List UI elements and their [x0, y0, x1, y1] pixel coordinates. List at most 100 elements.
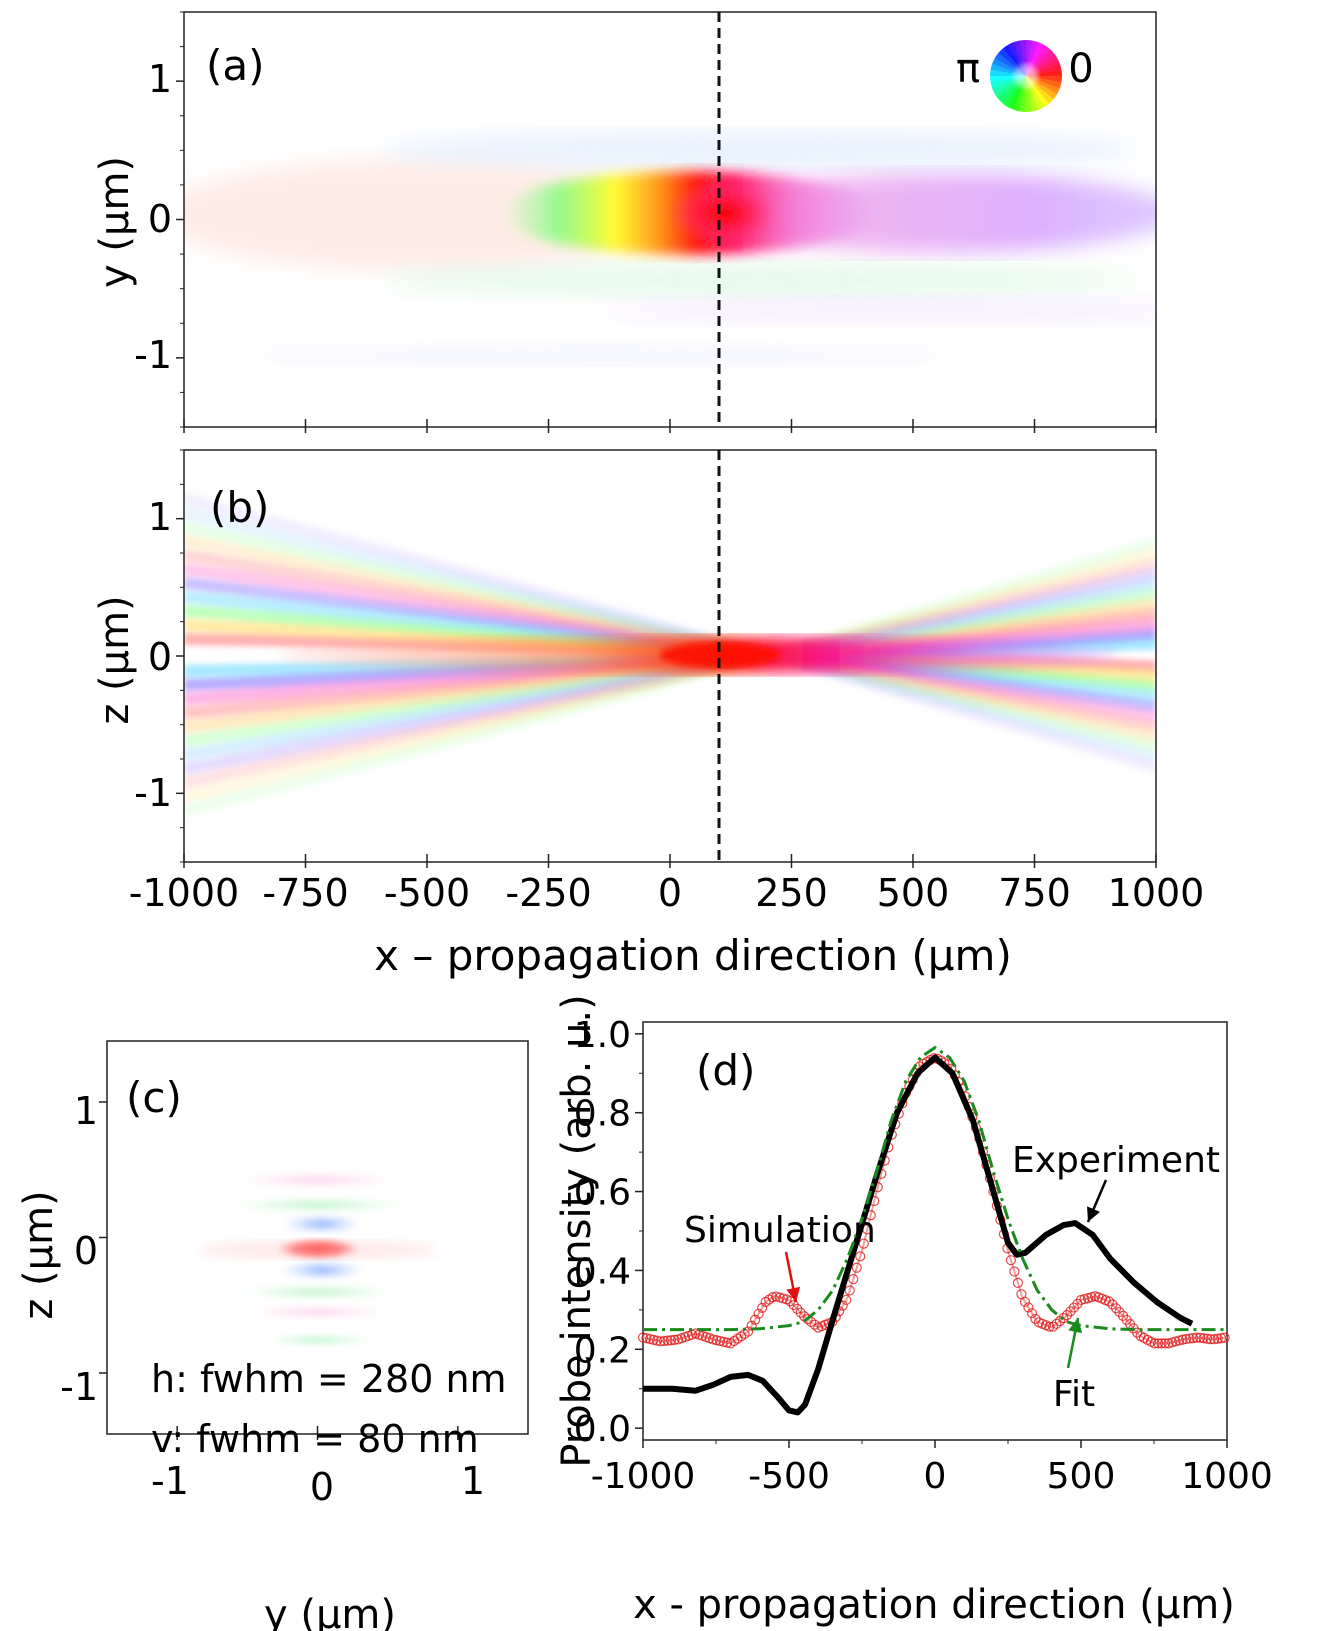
series-simulation-marker: [1030, 1313, 1041, 1324]
series-simulation-marker: [767, 1292, 778, 1303]
panel-b: (b) 1 0 -1 z (μm) -1000 -750 -500 -250 0 250 5…: [92, 449, 1205, 980]
panel-c-ytick-0: 0: [74, 1229, 98, 1273]
panel-b-xlabel: x – propagation direction (μm): [374, 931, 1012, 980]
series-simulation-marker: [1023, 1302, 1034, 1313]
series-simulation-marker: [1212, 1333, 1223, 1344]
series-simulation-marker: [788, 1299, 799, 1311]
series-simulation-marker: [1068, 1302, 1080, 1313]
series-simulation-marker: [658, 1335, 670, 1347]
panel-b-ytick-0: 0: [148, 635, 172, 679]
panel-a-ytick-0: 0: [148, 197, 172, 241]
series-simulation-marker: [1131, 1327, 1143, 1338]
series-simulation-marker: [1044, 1321, 1055, 1332]
panel-d-ytick-label: 0.4: [574, 1251, 631, 1292]
panel-b-fringe: [184, 536, 1156, 817]
panel-d-xtick-label: 0: [924, 1456, 947, 1497]
series-simulation-marker: [1216, 1333, 1227, 1344]
panel-d-xlabel: x - propagation direction (μm): [633, 1582, 1235, 1628]
panel-b-xtick-label: 500: [877, 871, 950, 915]
panel-d-xtick-label: 1000: [1181, 1456, 1273, 1497]
series-simulation-marker: [648, 1334, 659, 1345]
panel-c-ytick-1: 1: [74, 1089, 98, 1133]
series-simulation-marker: [1019, 1296, 1031, 1307]
series-simulation-marker: [1072, 1298, 1083, 1309]
series-simulation-marker: [1177, 1334, 1188, 1345]
series-simulation-marker: [1149, 1338, 1160, 1349]
annotation-experiment-arrow-head: [1087, 1206, 1100, 1222]
phase-color-wheel: [990, 39, 1062, 112]
panel-b-label: (b): [210, 483, 269, 532]
panel-d-xtick-label: -500: [748, 1456, 830, 1497]
panel-c-ytick-m1: -1: [60, 1365, 98, 1409]
series-simulation-marker: [1156, 1338, 1167, 1349]
panel-d-ticks: [635, 1033, 1228, 1448]
panel-d-ytick-label: 1.0: [574, 1015, 631, 1056]
panel-b-xtick-label: 1000: [1108, 871, 1205, 915]
panel-b-xtick-labels: -1000 -750 -500 -250 0 250 500 750 1000: [129, 871, 1205, 915]
series-simulation-marker: [714, 1335, 726, 1347]
series-simulation-marker: [855, 1251, 866, 1262]
annotation-fit-arrow-head: [1068, 1318, 1083, 1334]
panel-d-ytick-label: 0.2: [574, 1330, 631, 1371]
series-simulation-marker: [1065, 1306, 1076, 1317]
panel-c-ticks: [99, 1101, 459, 1440]
panel-b-ytick-m1: -1: [134, 771, 172, 815]
panel-d-ytick-label: 0.0: [574, 1409, 631, 1450]
panel-b-xtick-label: -250: [505, 871, 591, 915]
series-simulation-marker: [655, 1336, 666, 1347]
series-simulation-marker: [651, 1335, 663, 1346]
series-simulation-marker: [809, 1319, 820, 1330]
panel-d-xtick-label: -1000: [591, 1456, 696, 1497]
series-simulation-marker: [1009, 1266, 1020, 1277]
panel-c-fwhm-h: h: fwhm = 280 nm: [151, 1357, 507, 1401]
annotation-simulation: Simulation: [684, 1210, 876, 1251]
panel-b-xtick-label: -750: [262, 871, 348, 915]
panel-c-ylabel: z (μm): [16, 1190, 62, 1319]
phase-legend-zero: 0: [1068, 46, 1093, 92]
series-simulation-marker: [1191, 1332, 1202, 1343]
series-simulation-marker: [757, 1302, 768, 1313]
series-simulation-marker: [1110, 1303, 1122, 1314]
series-simulation-marker: [1054, 1315, 1066, 1327]
series-simulation-marker: [844, 1285, 855, 1296]
series-simulation-marker: [848, 1274, 859, 1285]
series-simulation-marker: [1047, 1321, 1059, 1332]
series-simulation-marker: [1202, 1333, 1213, 1344]
series-simulation-marker: [1026, 1308, 1038, 1319]
panel-d-ytick-label: 0.8: [574, 1094, 631, 1135]
series-experiment-line: [643, 1054, 1194, 1416]
panel-c-fwhm-v: v: fwhm = 80 nm: [151, 1417, 479, 1461]
series-simulation-marker: [1209, 1334, 1220, 1345]
annotation-simulation-arrow-head: [786, 1286, 801, 1302]
panel-d-ylabel: Probe intensity (arb. u.): [554, 994, 600, 1467]
panel-c-heatmap: [107, 1041, 528, 1434]
series-simulation-marker: [1159, 1338, 1171, 1349]
series-simulation-marker: [1184, 1333, 1195, 1344]
series-simulation-marker: [707, 1334, 719, 1345]
panel-a-ytick-m1: -1: [134, 333, 172, 377]
annotation-fit: Fit: [1053, 1374, 1095, 1415]
series-simulation-marker: [858, 1238, 869, 1249]
series-simulation-marker: [743, 1326, 754, 1337]
panel-c-label: (c): [126, 1073, 182, 1122]
panel-b-fringe: [184, 493, 1156, 774]
series-simulation-marker: [1058, 1313, 1069, 1324]
series-simulation-marker: [1195, 1332, 1206, 1343]
panel-c-xlabel: y (μm): [264, 1592, 396, 1631]
annotation-experiment: Experiment: [1012, 1140, 1220, 1181]
panel-a: (a) 1 0 -1 y (μm) π 0: [92, 11, 1157, 433]
series-simulation-marker: [644, 1333, 656, 1345]
panel-c: (c) 1 0 -1 z (μm) -1 0 1 y (μm) h: fwhm …: [16, 1040, 529, 1631]
series-simulation-marker: [1152, 1338, 1164, 1349]
series-simulation-marker: [750, 1314, 761, 1325]
series-simulation-marker: [637, 1332, 649, 1343]
series-simulation-marker: [851, 1262, 862, 1273]
series-simulation-marker: [795, 1307, 806, 1318]
series-simulation-marker: [1103, 1296, 1115, 1307]
panel-a-ticks: [176, 11, 1157, 433]
series-simulation-marker: [669, 1334, 680, 1345]
panel-c-xtick-1: 1: [461, 1459, 485, 1503]
series-fit-line: [643, 1045, 1227, 1332]
series-simulation-marker: [1012, 1277, 1024, 1288]
